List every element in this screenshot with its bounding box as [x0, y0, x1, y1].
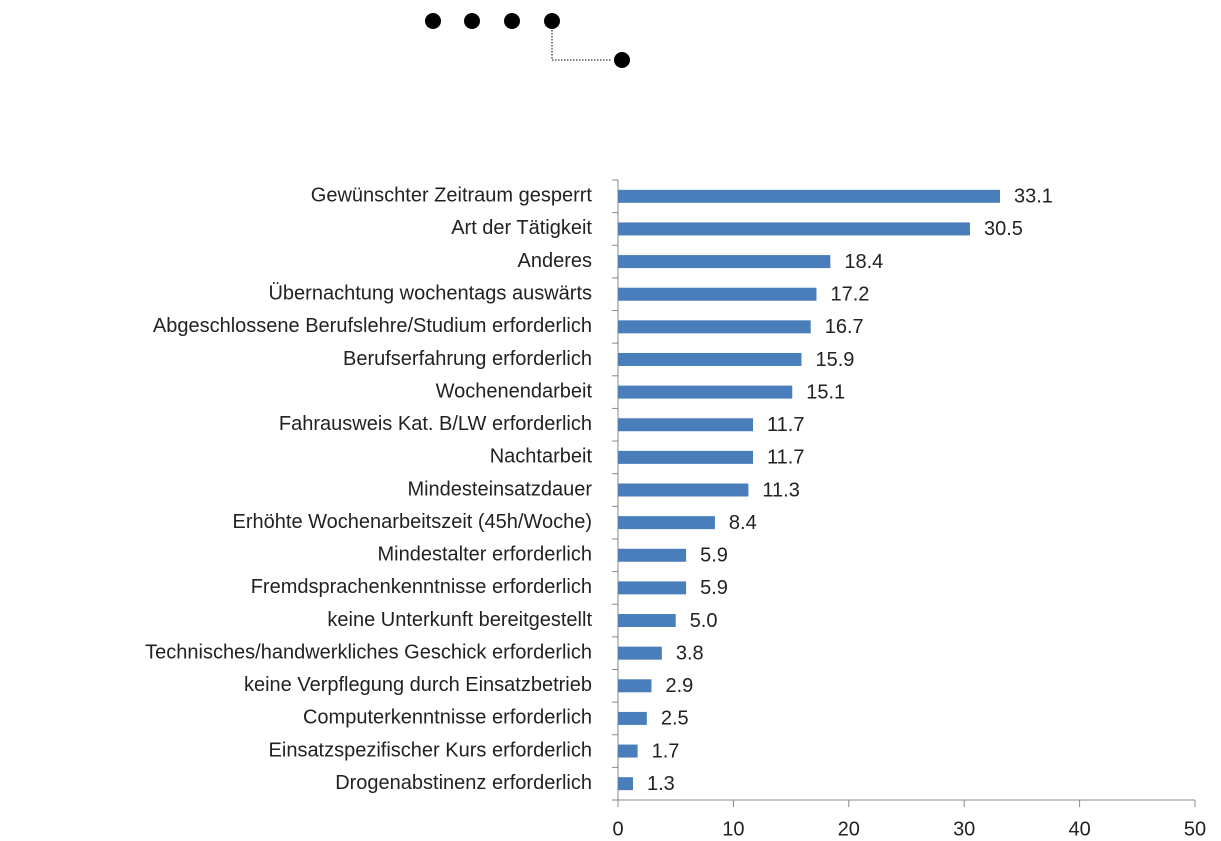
data-label: 5.9 [700, 577, 728, 599]
y-tick-label: Abgeschlossene Berufslehre/Studium erfor… [153, 315, 592, 337]
y-tick-label: Nachtarbeit [490, 446, 593, 468]
data-label: 1.3 [647, 773, 675, 795]
data-label: 11.7 [767, 414, 804, 436]
data-label: 3.8 [676, 642, 704, 664]
y-tick-label: Übernachtung wochentags auswärts [268, 282, 592, 304]
data-label: 15.9 [815, 349, 854, 371]
dot [614, 52, 630, 68]
bar [618, 287, 817, 301]
y-tick-label: Gewünschter Zeitraum gesperrt [311, 185, 593, 207]
y-tick-label: Mindestalter erforderlich [377, 544, 592, 566]
x-tick-label: 50 [1184, 818, 1206, 840]
dot [425, 13, 441, 29]
bar [618, 483, 749, 497]
x-tick-label: 10 [722, 818, 744, 840]
bar [618, 222, 970, 236]
y-tick-label: Anderes [518, 250, 593, 272]
data-label: 2.5 [661, 708, 689, 730]
y-tick-label: Fremdsprachenkenntnisse erforderlich [251, 576, 592, 598]
data-label: 15.1 [806, 381, 845, 403]
y-tick-label: Berufserfahrung erforderlich [343, 348, 592, 370]
bar [618, 189, 1000, 203]
bar [618, 516, 715, 530]
data-label: 1.7 [652, 740, 680, 762]
bar [618, 255, 831, 269]
data-label: 11.7 [767, 447, 804, 469]
bar [618, 744, 638, 758]
data-label: 11.3 [762, 479, 799, 501]
connector [551, 30, 612, 61]
y-tick-label: Art der Tätigkeit [451, 217, 592, 239]
y-tick-label: Einsatzspezifischer Kurs erforderlich [269, 739, 592, 761]
y-tick-label: Wochenendarbeit [436, 380, 593, 402]
data-label: 30.5 [984, 218, 1023, 240]
bar [618, 450, 754, 464]
bar [618, 320, 811, 334]
data-label: 5.9 [700, 545, 728, 567]
x-tick-label: 0 [612, 818, 623, 840]
x-tick-label: 20 [838, 818, 860, 840]
decoration [425, 13, 630, 68]
bar [618, 614, 676, 628]
bar [618, 679, 652, 693]
y-tick-label: keine Unterkunft bereitgestellt [327, 609, 592, 631]
y-tick-label: Drogenabstinenz erforderlich [335, 772, 592, 794]
dot [464, 13, 480, 29]
dot [504, 13, 520, 29]
y-tick-label: Technisches/handwerkliches Geschick erfo… [145, 641, 592, 663]
y-tick-label: Erhöhte Wochenarbeitszeit (45h/Woche) [233, 511, 592, 533]
bar [618, 352, 802, 366]
bar [618, 646, 662, 660]
data-label: 17.2 [830, 283, 869, 305]
y-tick-label: Computerkenntnisse erforderlich [303, 707, 592, 729]
data-label: 18.4 [844, 251, 883, 273]
data-label: 5.0 [690, 610, 718, 632]
bar [618, 777, 634, 791]
data-label: 33.1 [1014, 186, 1053, 208]
data-label: 8.4 [729, 512, 757, 534]
bar [618, 385, 793, 399]
bar [618, 581, 687, 595]
bar [618, 548, 687, 562]
y-tick-label: Mindesteinsatzdauer [407, 478, 592, 500]
bar [618, 711, 647, 725]
dot [544, 13, 560, 29]
x-tick-label: 40 [1068, 818, 1090, 840]
y-tick-label: keine Verpflegung durch Einsatzbetrieb [244, 674, 592, 696]
x-tick-label: 30 [953, 818, 975, 840]
y-tick-label: Fahrausweis Kat. B/LW erforderlich [279, 413, 592, 435]
bar [618, 418, 754, 432]
data-label: 2.9 [665, 675, 693, 697]
data-label: 16.7 [825, 316, 864, 338]
